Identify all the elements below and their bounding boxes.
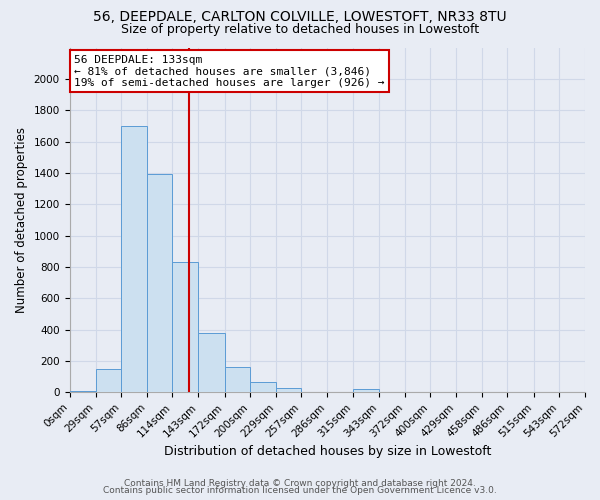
Text: Contains HM Land Registry data © Crown copyright and database right 2024.: Contains HM Land Registry data © Crown c… xyxy=(124,478,476,488)
Text: 56, DEEPDALE, CARLTON COLVILLE, LOWESTOFT, NR33 8TU: 56, DEEPDALE, CARLTON COLVILLE, LOWESTOF… xyxy=(93,10,507,24)
Bar xyxy=(172,262,199,392)
Bar xyxy=(147,174,172,392)
Bar xyxy=(250,382,276,392)
Bar xyxy=(199,333,224,392)
Text: Size of property relative to detached houses in Lowestoft: Size of property relative to detached ho… xyxy=(121,22,479,36)
Y-axis label: Number of detached properties: Number of detached properties xyxy=(15,127,28,313)
Bar xyxy=(353,389,379,392)
Bar xyxy=(224,368,250,392)
X-axis label: Distribution of detached houses by size in Lowestoft: Distribution of detached houses by size … xyxy=(164,444,491,458)
Text: Contains public sector information licensed under the Open Government Licence v3: Contains public sector information licen… xyxy=(103,486,497,495)
Bar xyxy=(121,126,147,392)
Text: 56 DEEPDALE: 133sqm
← 81% of detached houses are smaller (3,846)
19% of semi-det: 56 DEEPDALE: 133sqm ← 81% of detached ho… xyxy=(74,54,385,88)
Bar xyxy=(276,388,301,392)
Bar xyxy=(70,391,95,392)
Bar xyxy=(95,369,121,392)
